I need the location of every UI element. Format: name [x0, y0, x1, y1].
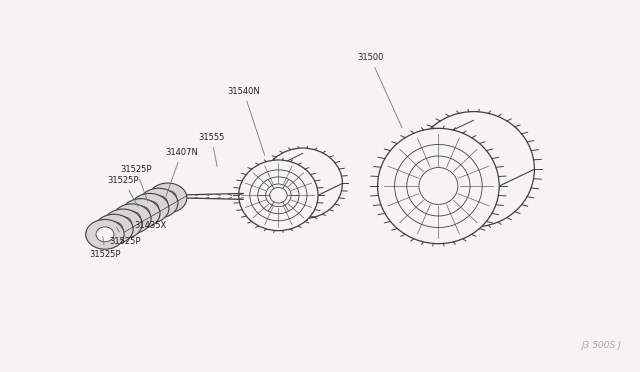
- Ellipse shape: [104, 209, 142, 239]
- Ellipse shape: [263, 148, 342, 219]
- Ellipse shape: [413, 112, 534, 227]
- Text: 31555: 31555: [198, 133, 225, 167]
- Ellipse shape: [132, 206, 150, 221]
- Ellipse shape: [86, 219, 124, 249]
- Ellipse shape: [239, 160, 318, 231]
- Ellipse shape: [95, 214, 133, 244]
- Ellipse shape: [378, 128, 499, 244]
- Text: 31435X: 31435X: [128, 219, 166, 230]
- Ellipse shape: [131, 193, 169, 223]
- Ellipse shape: [123, 211, 141, 226]
- Ellipse shape: [122, 199, 160, 228]
- Ellipse shape: [140, 188, 178, 218]
- Text: 31500: 31500: [357, 53, 402, 128]
- Text: 31407N: 31407N: [165, 148, 198, 196]
- Text: J3 500S J: J3 500S J: [581, 341, 621, 350]
- Ellipse shape: [150, 196, 168, 211]
- Ellipse shape: [114, 217, 132, 231]
- Ellipse shape: [159, 190, 177, 205]
- Ellipse shape: [113, 204, 151, 234]
- Ellipse shape: [105, 222, 123, 237]
- Text: 31525P: 31525P: [120, 165, 152, 201]
- Ellipse shape: [269, 187, 287, 203]
- Ellipse shape: [141, 201, 159, 216]
- Ellipse shape: [96, 227, 114, 242]
- Text: 31525P: 31525P: [108, 176, 139, 207]
- Text: 31540N: 31540N: [227, 87, 265, 155]
- Text: 31525P: 31525P: [90, 236, 121, 259]
- Text: 31525P: 31525P: [109, 227, 140, 246]
- Ellipse shape: [148, 183, 187, 213]
